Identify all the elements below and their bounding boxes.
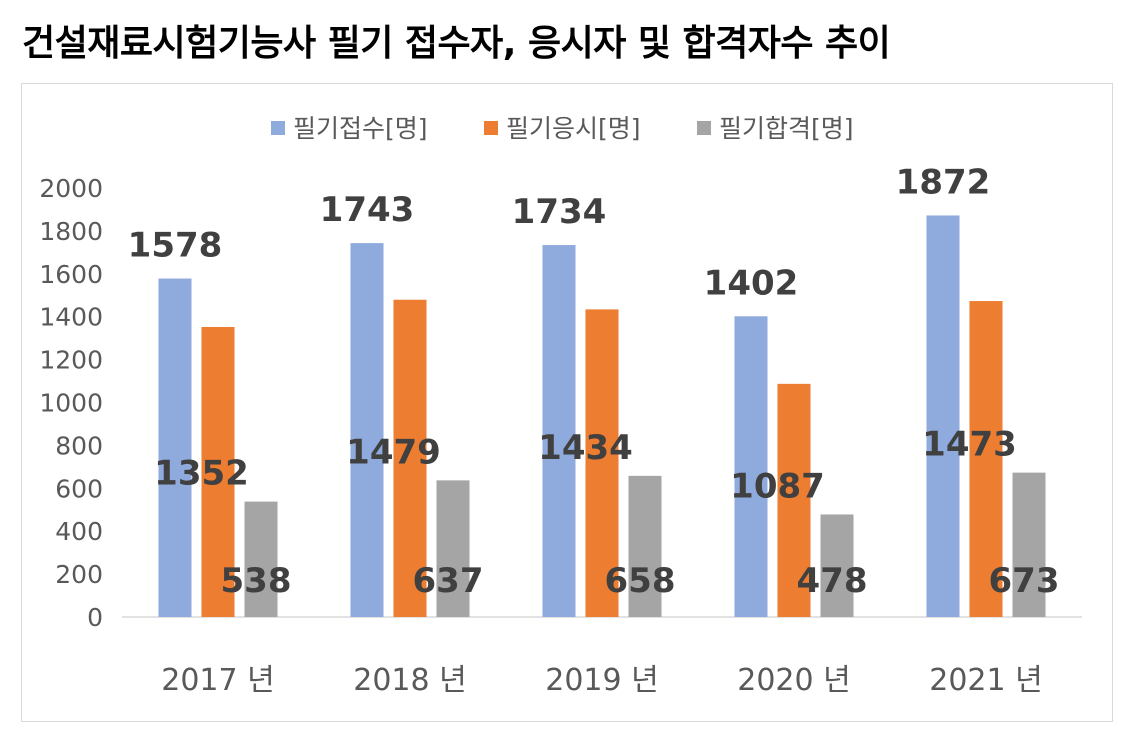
y-tick-label: 1600 xyxy=(39,260,103,289)
bar-applied xyxy=(350,243,384,617)
bar-applied xyxy=(734,316,768,617)
bar-taken xyxy=(393,299,427,617)
y-tick-label: 1800 xyxy=(39,217,103,246)
bar-passed xyxy=(820,514,854,617)
data-label: 1473 xyxy=(922,425,1017,465)
data-label: 658 xyxy=(605,561,676,601)
chart-frame xyxy=(21,83,1113,722)
x-tick-label: 2020 년 xyxy=(737,663,850,698)
y-tick-label: 800 xyxy=(55,431,103,460)
bar-taken xyxy=(969,301,1003,617)
legend: 필기접수[명] 필기응시[명] 필기합격[명] xyxy=(271,114,854,143)
bar-applied xyxy=(926,215,960,617)
data-label: 1872 xyxy=(896,162,991,202)
data-labels: 1578 1352 538 1743 1479 637 1734 1434 658 1402 108… xyxy=(128,162,1060,601)
legend-swatch xyxy=(697,121,711,135)
bar-passed xyxy=(1012,472,1046,617)
x-tick-label: 2017 년 xyxy=(161,663,274,698)
legend-swatch xyxy=(484,121,498,135)
legend-label: 필기접수[명] xyxy=(293,114,428,143)
legend-label: 필기응시[명] xyxy=(506,114,641,143)
data-label: 1743 xyxy=(320,190,415,230)
data-label: 478 xyxy=(797,561,868,601)
data-label: 1734 xyxy=(512,192,607,232)
x-tick-label: 2021 년 xyxy=(929,663,1042,698)
y-tick-label: 0 xyxy=(87,603,103,632)
data-label: 1479 xyxy=(346,432,441,472)
data-label: 1087 xyxy=(730,466,825,506)
y-tick-label: 200 xyxy=(55,560,103,589)
x-tick-label: 2018 년 xyxy=(353,663,466,698)
legend-swatch xyxy=(271,121,285,135)
bar-passed xyxy=(436,480,470,617)
bar-taken xyxy=(777,383,811,617)
data-label: 1434 xyxy=(538,428,633,468)
y-tick-label: 400 xyxy=(55,517,103,546)
data-label: 637 xyxy=(413,561,484,601)
bar-passed xyxy=(628,475,662,617)
data-label: 538 xyxy=(221,561,292,601)
y-tick-label: 2000 xyxy=(39,174,103,203)
chart-title: 건설재료시험기능사 필기 접수자, 응시자 및 합격자수 추이 xyxy=(22,23,891,64)
y-axis: 0 200 400 600 800 1000 1200 1400 1600 1800 2000 xyxy=(39,174,103,632)
data-label: 673 xyxy=(989,561,1060,601)
bar-applied xyxy=(158,278,192,617)
y-tick-label: 600 xyxy=(55,474,103,503)
bar-applied xyxy=(542,245,576,617)
data-label: 1352 xyxy=(154,454,249,494)
y-tick-label: 1000 xyxy=(39,389,103,418)
data-label: 1402 xyxy=(704,263,799,303)
data-label: 1578 xyxy=(128,226,223,266)
legend-label: 필기합격[명] xyxy=(719,114,854,143)
x-tick-label: 2019 년 xyxy=(545,663,658,698)
x-axis: 2017 년 2018 년 2019 년 2020 년 2021 년 xyxy=(161,663,1042,698)
y-tick-label: 1400 xyxy=(39,303,103,332)
bar-taken xyxy=(585,309,619,617)
bars xyxy=(158,215,1046,617)
y-tick-label: 1200 xyxy=(39,346,103,375)
bar-passed xyxy=(244,501,278,617)
bar-taken xyxy=(201,326,235,617)
